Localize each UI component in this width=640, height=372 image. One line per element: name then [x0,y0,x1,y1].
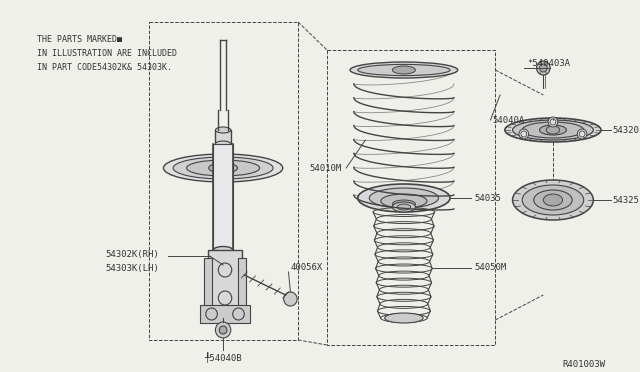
Ellipse shape [522,185,584,215]
Ellipse shape [392,200,415,208]
Circle shape [577,129,587,139]
Ellipse shape [216,165,231,171]
Ellipse shape [381,194,427,208]
Text: 54320: 54320 [612,125,639,135]
Circle shape [519,129,529,139]
Ellipse shape [163,154,283,182]
Bar [216,130,231,144]
Circle shape [216,322,231,338]
Text: R401003W: R401003W [563,360,606,369]
Text: 54302K(RH): 54302K(RH) [105,250,159,260]
Circle shape [536,61,550,75]
Ellipse shape [216,127,231,133]
Ellipse shape [513,180,593,220]
Bar [214,144,233,250]
Ellipse shape [392,66,415,74]
Bar [239,258,246,310]
Ellipse shape [540,125,566,135]
Text: IN ILLUSTRATION ARE INCLUDED: IN ILLUSTRATION ARE INCLUDED [36,49,177,58]
Text: 40056X: 40056X [291,263,323,273]
Bar [208,250,243,318]
Text: 54010M: 54010M [309,164,341,173]
Circle shape [540,64,547,72]
Text: IN PART CODE54302K& 54303K.: IN PART CODE54302K& 54303K. [36,63,172,72]
Ellipse shape [173,157,273,179]
Bar [200,305,250,323]
Text: 54325: 54325 [612,196,639,205]
Circle shape [220,326,227,334]
Bar [327,50,495,345]
Ellipse shape [358,184,450,212]
Ellipse shape [216,141,231,147]
Ellipse shape [209,163,237,173]
Ellipse shape [385,313,423,323]
Ellipse shape [513,120,593,140]
Ellipse shape [369,188,438,208]
Text: *540403A: *540403A [527,58,570,67]
Ellipse shape [534,190,572,210]
Ellipse shape [392,202,415,212]
Ellipse shape [186,160,260,176]
Ellipse shape [358,64,450,76]
Text: THE PARTS MARKED■: THE PARTS MARKED■ [36,35,122,44]
Bar [149,22,298,340]
Ellipse shape [350,62,458,78]
Circle shape [548,117,557,127]
Ellipse shape [214,247,233,253]
Ellipse shape [397,204,411,210]
Text: 54040A: 54040A [492,115,525,125]
Text: 54050M: 54050M [474,263,506,273]
Ellipse shape [546,126,559,134]
Ellipse shape [522,122,584,138]
Text: 54303K(LH): 54303K(LH) [105,263,159,273]
Ellipse shape [543,194,563,206]
Circle shape [284,292,297,306]
Bar [204,258,212,310]
Text: 54035: 54035 [474,193,501,202]
Text: ╀54040B: ╀54040B [204,353,242,363]
Ellipse shape [505,118,601,142]
